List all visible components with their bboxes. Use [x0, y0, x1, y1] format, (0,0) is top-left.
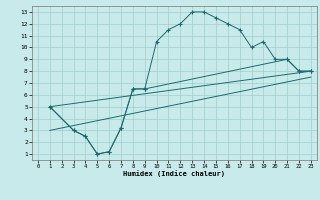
X-axis label: Humidex (Indice chaleur): Humidex (Indice chaleur) — [124, 171, 225, 177]
